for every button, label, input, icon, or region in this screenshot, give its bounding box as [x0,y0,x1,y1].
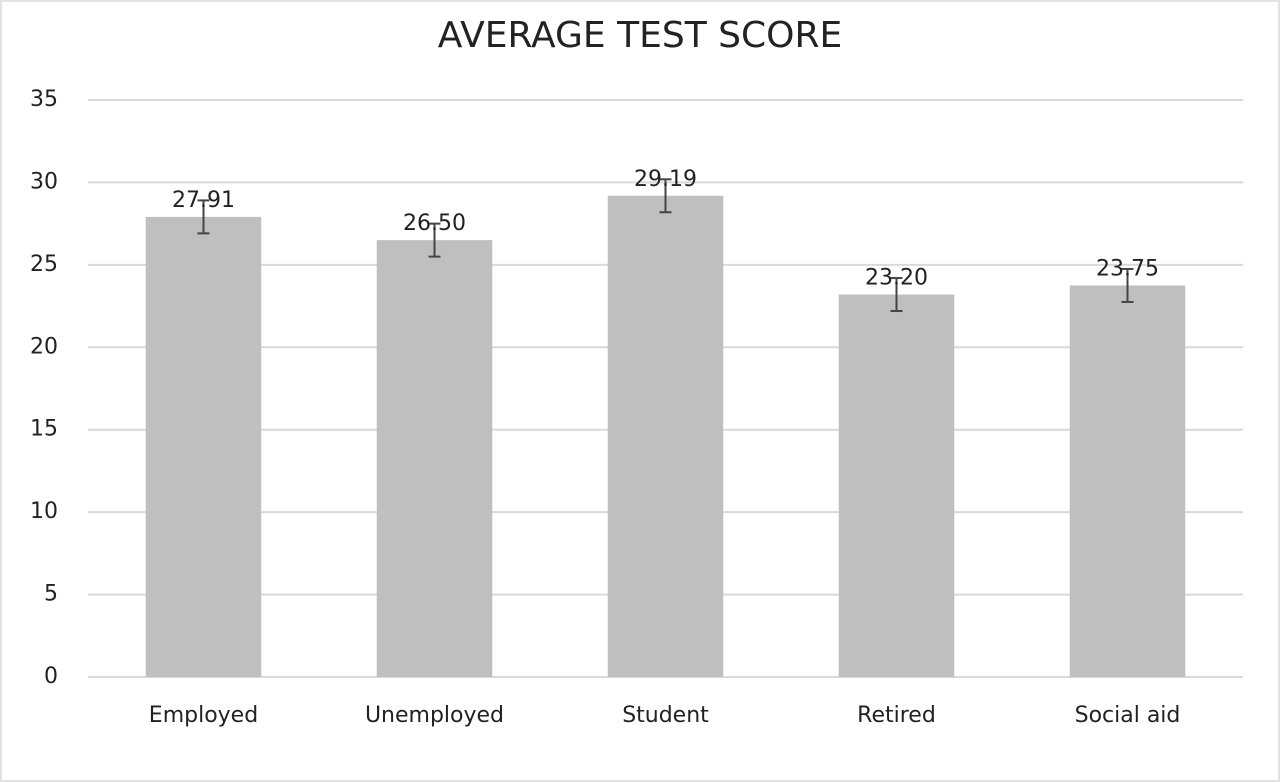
x-tick-label: Employed [149,703,258,728]
value-label: 29.19 [634,167,697,192]
bar [145,216,262,677]
value-label: 26.50 [403,211,466,236]
bar [607,195,724,678]
bar [1069,285,1186,677]
x-tick-label: Social aid [1075,703,1181,728]
y-tick-label: 0 [44,664,58,689]
error-bar [1121,267,1134,303]
x-tick-label: Student [622,703,709,728]
error-bar [428,222,441,258]
y-tick-label: 35 [30,87,58,112]
y-tick-label: 25 [30,252,58,277]
y-tick-label: 5 [44,582,58,607]
y-tick-label: 30 [30,169,58,194]
error-bar [659,178,672,214]
value-label: 23.75 [1096,256,1159,281]
y-tick-label: 15 [30,417,58,442]
error-bar [890,277,903,313]
y-tick-label: 10 [30,499,58,524]
error-bar [197,199,210,235]
chart-title: AVERAGE TEST SCORE [438,15,842,56]
x-tick-label: Retired [857,703,936,728]
value-label: 27.91 [172,188,235,213]
y-tick-label: 20 [30,334,58,359]
x-tick-label: Unemployed [365,703,504,728]
bar [838,294,955,677]
bar [376,240,493,677]
value-label: 23.20 [865,266,928,291]
